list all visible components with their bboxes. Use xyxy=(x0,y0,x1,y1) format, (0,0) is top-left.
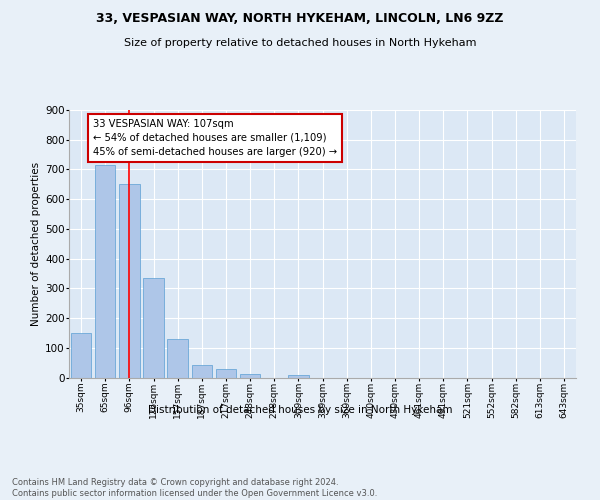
Bar xyxy=(71,333,91,378)
Bar xyxy=(240,374,260,378)
Text: Distribution of detached houses by size in North Hykeham: Distribution of detached houses by size … xyxy=(148,405,452,415)
Bar xyxy=(167,339,188,378)
Bar xyxy=(215,368,236,378)
Bar xyxy=(288,375,308,378)
Bar xyxy=(143,278,164,378)
Text: Size of property relative to detached houses in North Hykeham: Size of property relative to detached ho… xyxy=(124,38,476,48)
Bar xyxy=(191,365,212,378)
Bar xyxy=(95,165,115,378)
Text: Contains HM Land Registry data © Crown copyright and database right 2024.
Contai: Contains HM Land Registry data © Crown c… xyxy=(12,478,377,498)
Text: 33, VESPASIAN WAY, NORTH HYKEHAM, LINCOLN, LN6 9ZZ: 33, VESPASIAN WAY, NORTH HYKEHAM, LINCOL… xyxy=(96,12,504,26)
Text: 33 VESPASIAN WAY: 107sqm
← 54% of detached houses are smaller (1,109)
45% of sem: 33 VESPASIAN WAY: 107sqm ← 54% of detach… xyxy=(93,119,337,157)
Y-axis label: Number of detached properties: Number of detached properties xyxy=(31,162,41,326)
Bar xyxy=(119,184,140,378)
